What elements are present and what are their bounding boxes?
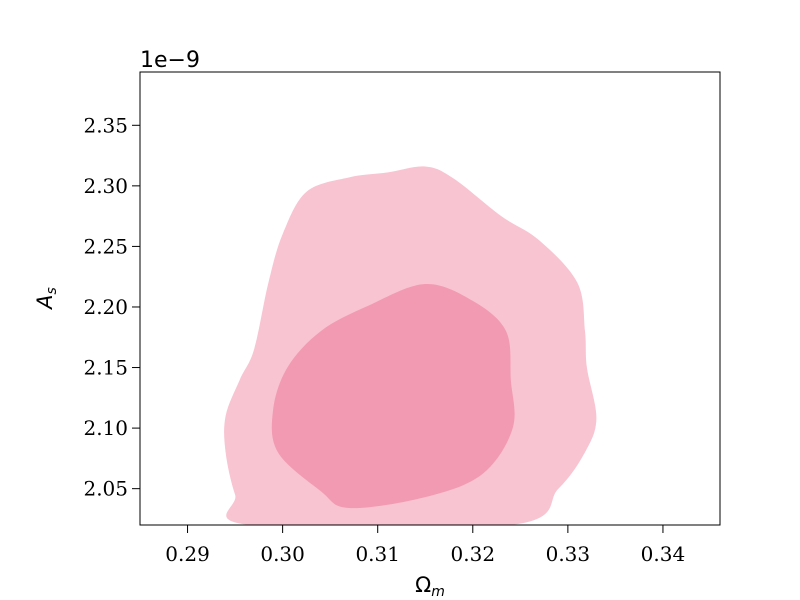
plot-frame: [139, 71, 721, 526]
y-axis: 2.05 2.10 2.15 2.20 2.25 2.30 2.35: [83, 113, 140, 501]
y-tick-label: 2.25: [83, 234, 128, 258]
x-axis-label-main: Ω: [415, 573, 431, 597]
x-tick-label: 0.29: [165, 542, 210, 566]
y-axis-label: As: [33, 287, 60, 311]
x-tick-label: 0.31: [355, 542, 400, 566]
x-axis-label-sub: m: [431, 584, 445, 600]
y-offset-label: 1e−9: [140, 48, 200, 73]
y-tick-label: 2.10: [83, 416, 128, 440]
x-tick-label: 0.33: [546, 542, 591, 566]
y-axis-label-sub: s: [44, 287, 60, 294]
x-axis: 0.29 0.30 0.31 0.32 0.33 0.34: [165, 525, 685, 566]
y-tick-label: 2.30: [83, 174, 128, 198]
x-tick-label: 0.32: [451, 542, 496, 566]
contour-inner: [271, 283, 515, 509]
y-tick-label: 2.20: [83, 295, 128, 319]
x-axis-label: Ωm: [415, 573, 445, 600]
x-tick-label: 0.34: [641, 542, 686, 566]
y-tick-label: 2.05: [83, 477, 128, 501]
contour-layer: [224, 166, 597, 525]
y-tick-label: 2.35: [83, 113, 128, 137]
y-axis-label-main: A: [33, 294, 57, 310]
y-tick-label: 2.15: [83, 356, 128, 380]
x-tick-label: 0.30: [260, 542, 305, 566]
